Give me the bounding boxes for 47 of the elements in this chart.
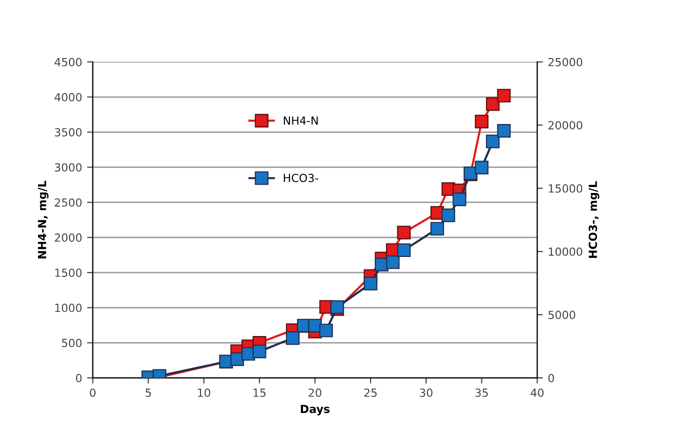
y-tick-label: 4500	[54, 58, 82, 66]
point	[486, 134, 500, 148]
point	[497, 124, 511, 138]
legend-label: HCO3-	[284, 174, 318, 182]
point	[474, 114, 488, 128]
x-tick-label: 25	[364, 388, 377, 397]
y-tick-label: 1000	[55, 304, 82, 312]
point	[308, 318, 322, 332]
y-tick-label: 2000	[54, 233, 82, 242]
y-tick-label: 3500	[54, 128, 82, 137]
y-tick-label: 4000	[54, 93, 82, 102]
y-tick-label: 3000	[54, 163, 82, 172]
point	[386, 255, 400, 270]
x-axis-title: Days	[300, 404, 330, 416]
point	[486, 97, 500, 111]
point	[397, 243, 411, 258]
legend-label: NH4-N	[284, 116, 318, 125]
point	[442, 208, 456, 222]
x-tick-label: 15	[254, 388, 266, 397]
y-tick-label: 0	[76, 374, 82, 382]
point	[474, 160, 488, 174]
point	[397, 226, 411, 240]
point	[452, 192, 466, 206]
x-tick-label: 5	[146, 388, 151, 397]
point	[286, 331, 300, 345]
point	[430, 222, 444, 236]
point	[364, 276, 378, 290]
y-tick-label: 1500	[55, 268, 82, 277]
x-tick-label: 10	[198, 388, 210, 397]
y-tick-label: 2500	[54, 198, 82, 207]
y2-tick-label: 10000	[548, 247, 582, 256]
y2-tick-label: 5000	[548, 310, 576, 320]
x-tick-label: 30	[420, 388, 432, 397]
point	[497, 88, 511, 102]
x-tick-label: 0	[90, 388, 96, 397]
y2-tick-label: 0	[548, 374, 554, 382]
y2-axis-title: HCO3-, mg/L	[588, 181, 600, 258]
point	[252, 344, 266, 358]
y-tick-label: 500	[62, 338, 82, 348]
y2-tick-label: 20000	[548, 121, 582, 130]
x-tick-label: 20	[308, 388, 322, 397]
y2-tick-label: 25000	[548, 58, 582, 66]
x-tick-label: 40	[530, 388, 544, 397]
point	[319, 324, 333, 338]
y-axis-title: NH4-N, mg/L	[38, 180, 48, 258]
y2-tick-label: 15000	[548, 184, 582, 193]
x-tick-label: 35	[475, 388, 488, 397]
